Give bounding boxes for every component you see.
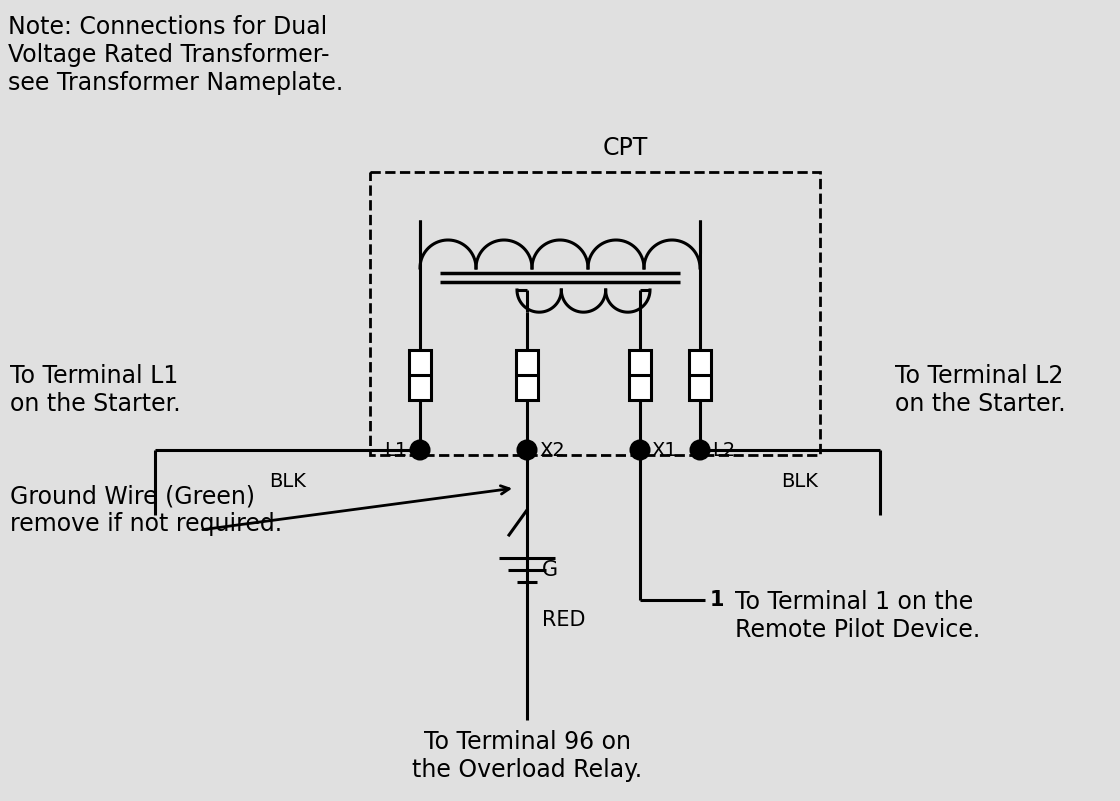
Text: Note: Connections for Dual
Voltage Rated Transformer-
see Transformer Nameplate.: Note: Connections for Dual Voltage Rated… bbox=[8, 15, 343, 95]
Text: To Terminal L1
on the Starter.: To Terminal L1 on the Starter. bbox=[10, 364, 180, 416]
Text: To Terminal 96 on
the Overload Relay.: To Terminal 96 on the Overload Relay. bbox=[412, 730, 642, 782]
Text: L2: L2 bbox=[712, 441, 735, 460]
Circle shape bbox=[631, 441, 648, 459]
Text: BLK: BLK bbox=[782, 472, 819, 491]
Bar bbox=[516, 350, 538, 400]
Text: G: G bbox=[542, 560, 558, 580]
Text: BLK: BLK bbox=[269, 472, 306, 491]
Text: L1: L1 bbox=[384, 441, 407, 460]
Text: X2: X2 bbox=[539, 441, 564, 460]
Text: CPT: CPT bbox=[603, 136, 647, 160]
Text: 1: 1 bbox=[710, 590, 725, 610]
Text: To Terminal L2
on the Starter.: To Terminal L2 on the Starter. bbox=[895, 364, 1065, 416]
Circle shape bbox=[517, 441, 536, 459]
Text: To Terminal 1 on the
Remote Pilot Device.: To Terminal 1 on the Remote Pilot Device… bbox=[735, 590, 980, 642]
Bar bbox=[409, 350, 431, 400]
Text: Ground Wire (Green)
remove if not required.: Ground Wire (Green) remove if not requir… bbox=[10, 484, 282, 536]
Text: RED: RED bbox=[542, 610, 586, 630]
Circle shape bbox=[411, 441, 429, 459]
Circle shape bbox=[691, 441, 709, 459]
Bar bbox=[629, 350, 651, 400]
Bar bbox=[370, 172, 820, 455]
Bar bbox=[689, 350, 711, 400]
Text: X1: X1 bbox=[651, 441, 676, 460]
